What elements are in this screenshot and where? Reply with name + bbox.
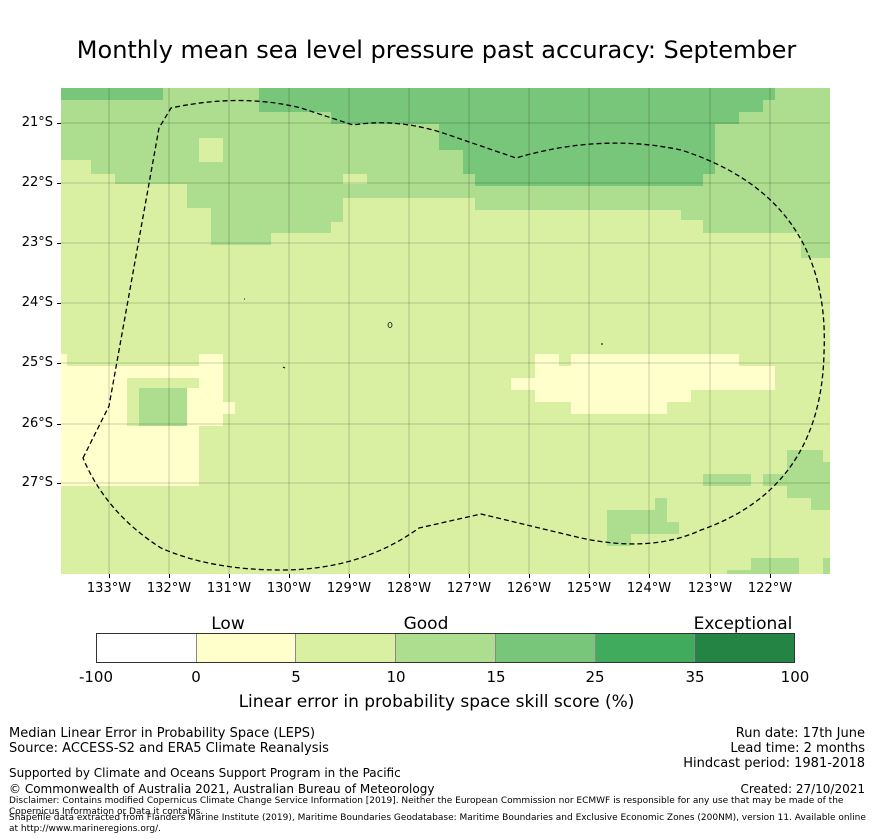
colorbar-tick: 25 [585,668,605,686]
lon-label: 123°W [687,581,733,596]
skill-region-5-10 [343,174,367,184]
skill-region-5-10 [199,138,223,162]
footer-source: Source: ACCESS-S2 and ERA5 Climate Reana… [9,741,329,756]
colorbar-category-low: Low [211,614,245,634]
lon-label: 131°W [206,581,252,596]
skill-region-10-15 [823,558,830,574]
lon-tick [229,574,230,578]
colorbar-swatch [196,634,297,662]
lon-label: 133°W [86,581,132,596]
lat-label: 23°S [21,235,53,250]
skill-region-10-15 [607,498,679,546]
lon-label: 125°W [566,581,612,596]
lon-label: 124°W [626,581,672,596]
footer-lead-time: Lead time: 2 months [730,741,865,756]
lon-tick [529,574,530,578]
colorbar-tick: -100 [78,668,114,686]
skill-region-0-5 [511,354,775,414]
lon-tick [770,574,771,578]
colorbar-category-exceptional: Exceptional [693,614,793,634]
lon-tick [589,574,590,578]
graticule [61,88,830,574]
footer-hindcast: Hindcast period: 1981-2018 [683,756,865,771]
eez-boundary [82,99,825,571]
skill-region-15-25 [61,88,163,100]
map-area[interactable] [61,88,830,574]
skill-region-10-15 [703,474,751,486]
lat-label: 24°S [21,295,53,310]
skill-region-10-15 [763,450,830,510]
footer-method: Median Linear Error in Probability Space… [9,726,316,741]
footer-copyright: © Commonwealth of Australia 2021, Austra… [9,782,435,796]
lon-tick [710,574,711,578]
skill-map [61,88,830,574]
colorbar-tick: 5 [291,668,301,686]
footer-shapefile-credit: Shapefile data extracted from Flanders M… [9,813,866,834]
colorbar [96,633,795,663]
lon-tick [409,574,410,578]
colorbar-swatch [97,634,197,662]
lat-tick [57,243,61,244]
lon-tick [169,574,170,578]
lat-tick [57,183,61,184]
skill-region-10-15 [727,558,799,574]
lat-label: 26°S [21,416,53,431]
colorbar-tick: 10 [386,668,406,686]
island [387,322,393,328]
colorbar-tick: 0 [191,668,201,686]
lat-tick [57,483,61,484]
footer-run-date: Run date: 17th June [735,726,865,741]
chart-title: Monthly mean sea level pressure past acc… [76,36,797,64]
colorbar-tick: 15 [486,668,506,686]
lat-label: 22°S [21,175,53,190]
footer-disclaimer: Disclaimer: Contains modified Copernicus… [9,796,844,817]
colorbar-swatch [695,634,795,662]
skill-region-15-25 [259,88,775,186]
footer-support: Supported by Climate and Oceans Support … [9,766,401,780]
colorbar-tick: 100 [780,668,810,686]
lon-tick [649,574,650,578]
colorbar-swatch [595,634,696,662]
lon-label: 126°W [506,581,552,596]
colorbar-swatch [296,634,397,662]
lon-tick [349,574,350,578]
lon-label: 132°W [146,581,192,596]
colorbar-category-good: Good [403,614,449,634]
colorbar-swatch [396,634,496,662]
lon-label: 127°W [446,581,492,596]
island [282,366,286,369]
lon-label: 122°W [747,581,793,596]
lat-label: 27°S [21,475,53,490]
colorbar-swatch [495,634,596,662]
skill-region-10-15 [61,88,343,245]
footer-created: Created: 27/10/2021 [740,782,865,796]
colorbar-label: Linear error in probability space skill … [238,692,635,712]
lon-label: 130°W [266,581,312,596]
lon-tick [469,574,470,578]
lat-tick [57,303,61,304]
lat-tick [57,424,61,425]
lon-tick [289,574,290,578]
skill-region-10-15 [139,388,187,426]
lon-label: 128°W [386,581,432,596]
lat-tick [57,123,61,124]
lat-label: 21°S [21,115,53,130]
colorbar-tick: 35 [685,668,705,686]
lat-label: 25°S [21,355,53,370]
lon-tick [109,574,110,578]
lat-tick [57,363,61,364]
lon-label: 129°W [326,581,372,596]
